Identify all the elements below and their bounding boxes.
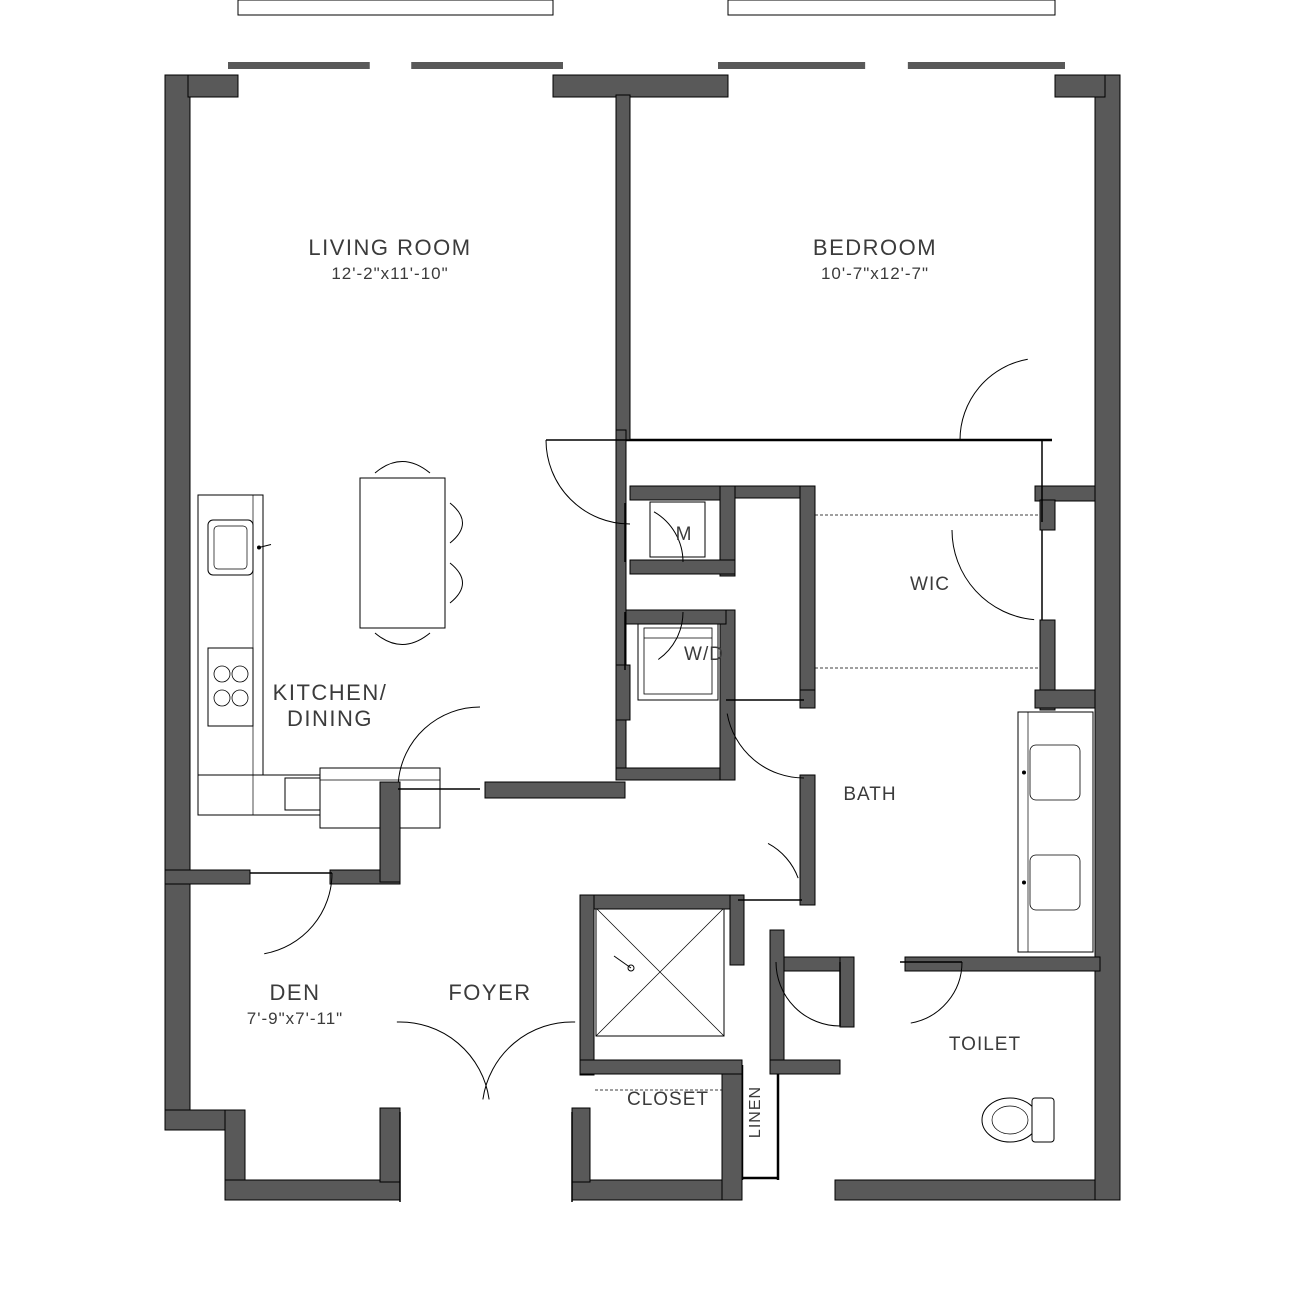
floor-plan: { "type": "floor-plan", "background_colo… (0, 0, 1300, 1300)
label-foyer: FOYER (448, 980, 531, 1005)
label-kitchen-2: DINING (287, 706, 373, 731)
label-toilet: TOILET (949, 1034, 1021, 1055)
label-wd: W/D (684, 644, 724, 665)
label-closet: CLOSET (627, 1089, 709, 1110)
label-den: DEN (270, 980, 321, 1005)
label-bedroom: BEDROOM (813, 235, 937, 260)
label-bath: BATH (843, 784, 896, 805)
label-kitchen: KITCHEN/ (273, 680, 388, 705)
label-wic: WIC (910, 574, 950, 595)
label-linen: LINEN (747, 1086, 764, 1138)
dim-living: 12'-2"x11'-10" (331, 264, 448, 283)
label-living: LIVING ROOM (308, 235, 471, 260)
dim-bedroom: 10'-7"x12'-7" (821, 264, 929, 283)
floor-plan-svg: LIVING ROOM 12'-2"x11'-10" BEDROOM 10'-7"x1… (0, 0, 1300, 1300)
label-m: M (676, 524, 693, 545)
dim-den: 7'-9"x7'-11" (247, 1009, 343, 1028)
